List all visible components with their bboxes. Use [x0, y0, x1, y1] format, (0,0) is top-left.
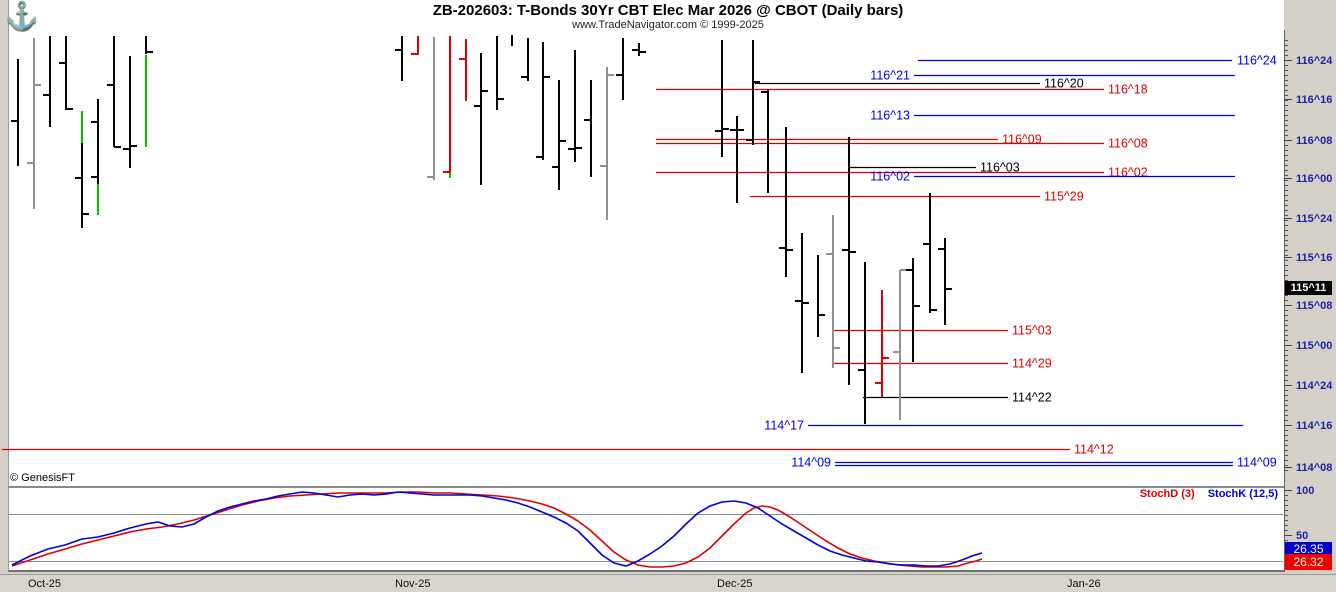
x-axis-label: Jan-26: [1067, 578, 1101, 590]
level-label: 116^21: [870, 69, 910, 83]
price-bars: [11, 35, 952, 424]
level-label: 114^22: [1012, 391, 1052, 405]
date-axis-strip: [0, 574, 1336, 592]
level-label: 116^20: [1044, 77, 1084, 91]
price-axis-label: 116^00: [1296, 173, 1332, 185]
stoch-line-StochD (3): [11, 491, 983, 568]
stochk-legend-label: StochK (12,5): [1207, 488, 1278, 500]
price-axis-label: 115^00: [1296, 340, 1332, 352]
price-axis-label: 116^16: [1296, 94, 1332, 106]
price-level-lines: 116^24 116^21 116^20 116^18 116^13 116^09 116^…: [2, 54, 1277, 470]
price-axis-label: 114^16: [1296, 420, 1332, 432]
x-axis-label: Oct-25: [28, 578, 61, 590]
level-label: 116^18: [1108, 83, 1148, 97]
level-label: 116^08: [1108, 137, 1148, 151]
price-axis-label: 116^08: [1296, 135, 1332, 147]
chart-subtitle: www.TradeNavigator.com © 1999-2025: [572, 19, 764, 31]
date-axis: Oct-25 Nov-25 Dec-25 Jan-26: [28, 578, 1101, 590]
stoch-axis-label: 100: [1296, 485, 1314, 497]
stochd-value-badge: 26.32: [1285, 554, 1332, 570]
level-label: 114^09: [791, 456, 831, 470]
price-axis-label: 116^24: [1296, 55, 1333, 67]
level-label: 114^09: [1237, 456, 1277, 470]
level-label: 116^24: [1237, 54, 1277, 68]
genesisft-copyright: © GenesisFT: [10, 472, 75, 484]
stoch-line-StochK (12,5): [11, 491, 983, 567]
stoch-legend: StochD (3) StochK (12,5): [1128, 488, 1284, 500]
stochk-value-badge: 26.35: [1285, 542, 1332, 556]
stochastic-panel: [8, 487, 1284, 572]
level-label: 115^29: [1044, 190, 1084, 204]
level-label: 114^29: [1012, 357, 1052, 371]
chart-title: ZB-202603: T-Bonds 30Yr CBT Elec Mar 202…: [432, 2, 904, 19]
tradenavigator-logo-icon: ⚓: [5, 1, 39, 31]
x-axis-label: Nov-25: [395, 578, 430, 590]
last-price-badge: 115^11: [1285, 281, 1332, 295]
level-label: 114^12: [1074, 443, 1114, 457]
price-axis-label: 114^08: [1296, 462, 1332, 474]
price-axis-label: 114^24: [1296, 380, 1333, 392]
level-label: 116^03: [980, 161, 1020, 175]
stochd-legend-label: StochD (3): [1139, 488, 1195, 500]
level-label: 116^02: [1108, 166, 1148, 180]
price-axis-label: 115^24: [1296, 213, 1333, 225]
price-chart-panel: [8, 0, 1284, 487]
price-axis-label: 115^08: [1296, 300, 1332, 312]
level-label: 114^17: [764, 419, 804, 433]
stoch-axis-label: 50: [1296, 530, 1308, 542]
level-label: 116^02: [870, 170, 910, 184]
level-label: 115^03: [1012, 324, 1052, 338]
level-label: 116^13: [870, 109, 910, 123]
price-axis: 116^24 116^16 116^08 116^00 115^24 115^16 115^…: [1284, 30, 1333, 572]
x-axis-label: Dec-25: [717, 578, 752, 590]
stochastic-plot: [9, 491, 1283, 568]
level-label: 116^09: [1002, 133, 1042, 147]
price-axis-label: 115^16: [1296, 252, 1332, 264]
